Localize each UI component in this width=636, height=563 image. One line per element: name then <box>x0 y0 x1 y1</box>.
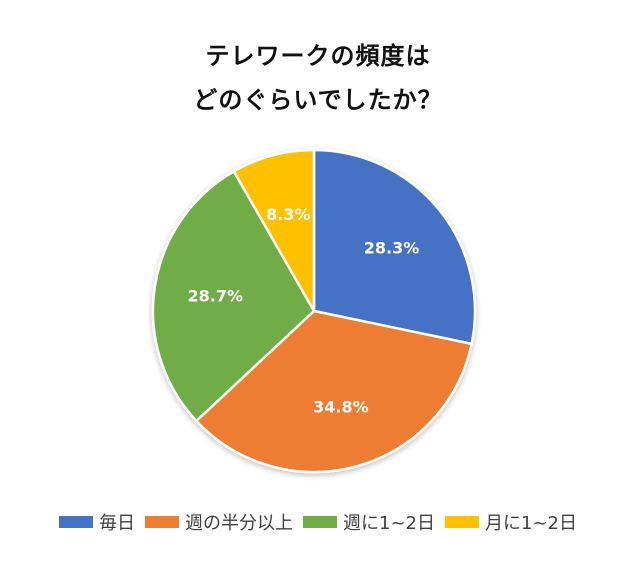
data-label-2: 34.8% <box>313 398 369 417</box>
legend-item-1: 毎日 <box>59 509 135 535</box>
data-label-4: 8.3% <box>266 205 310 224</box>
pie-chart: 28.3% 34.8% 28.7% 8.3% <box>151 148 477 474</box>
chart-title-line-1: テレワークの頻度は <box>205 42 431 70</box>
legend-item-3: 週に1~2日 <box>303 509 435 535</box>
legend-label-1: 毎日 <box>99 513 135 534</box>
pie-slice-2 <box>195 309 473 474</box>
legend-swatch-2 <box>145 516 179 528</box>
pie-slice-1 <box>312 148 477 346</box>
data-label-1: 28.3% <box>364 239 420 258</box>
legend-swatch-1 <box>59 516 93 528</box>
legend-swatch-3 <box>303 516 337 528</box>
pie-slice-3 <box>151 170 316 423</box>
legend-label-4: 月に1~2日 <box>485 513 577 534</box>
pie-slice-4 <box>232 148 316 313</box>
legend-item-4: 月に1~2日 <box>445 509 577 535</box>
legend-label-3: 週に1~2日 <box>343 513 435 534</box>
data-label-3: 28.7% <box>188 287 244 306</box>
chart-legend: 毎日 週の半分以上 週に1~2日 月に1~2日 <box>0 509 636 535</box>
legend-item-2: 週の半分以上 <box>145 509 293 535</box>
legend-label-2: 週の半分以上 <box>185 513 293 534</box>
chart-title-line-2: どのぐらいでしたか？ <box>193 86 443 114</box>
legend-swatch-4 <box>445 516 479 528</box>
